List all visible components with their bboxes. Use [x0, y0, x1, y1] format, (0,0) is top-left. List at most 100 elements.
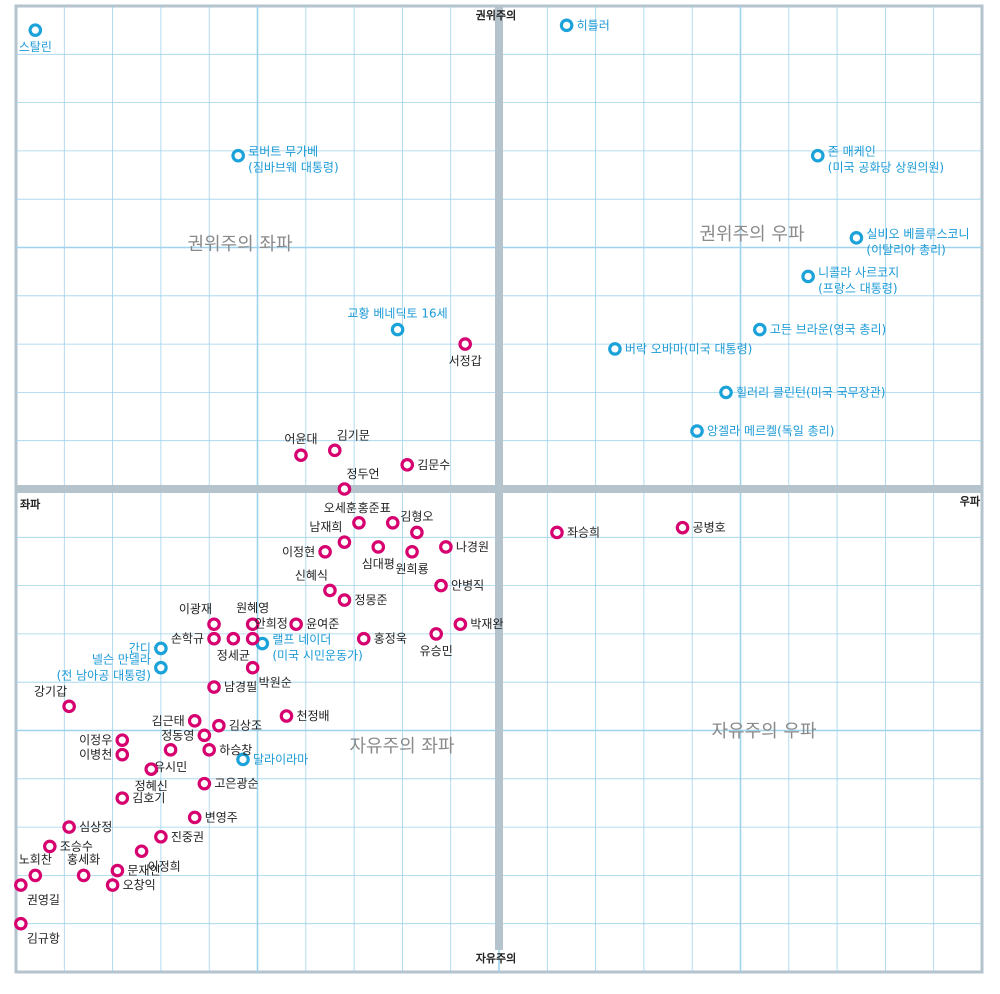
quadrant-label-authoritarian-right: 권위주의 우파	[699, 224, 805, 245]
point-label: 나경원	[456, 540, 489, 554]
point-marker	[337, 535, 352, 549]
point-label: 힐러리 클린턴(미국 국무장관)	[736, 385, 885, 399]
point-marker	[14, 916, 28, 931]
point-label: 남경필	[224, 680, 257, 694]
point-label: 김호기	[132, 791, 165, 805]
politician-point: 오창익	[105, 878, 156, 892]
point-marker	[212, 718, 226, 733]
point-marker	[458, 337, 472, 351]
politician-point: 공병호	[675, 520, 726, 535]
point-marker	[352, 516, 366, 530]
quadrant-labels: 권위주의 좌파 권위주의 우파 자유주의 좌파 자유주의 우파	[187, 224, 817, 757]
point-label: 홍준표	[358, 501, 391, 515]
point-label: 변영주	[205, 810, 238, 824]
point-label: 노회찬	[19, 851, 52, 866]
point-label: (프랑스 대통령)	[818, 281, 897, 295]
point-label: 버락 오바마(미국 대통령)	[625, 342, 752, 356]
world-leader-point: 니콜라 사르코지 (프랑스 대통령)	[801, 265, 899, 295]
point-marker	[559, 18, 574, 33]
point-label: 달라이라마	[253, 752, 308, 766]
point-marker	[115, 791, 130, 805]
world-leader-point: 히틀러	[559, 18, 610, 33]
point-marker	[453, 617, 468, 632]
world-leader-point: 간디	[129, 641, 168, 655]
politician-point: 김기문	[327, 428, 370, 458]
point-marker	[279, 709, 294, 723]
point-label: 손학규	[171, 632, 204, 646]
point-marker	[801, 269, 815, 284]
politician-point: 정두언	[337, 467, 380, 496]
point-label: 스탈린	[19, 40, 52, 54]
point-marker	[385, 516, 400, 530]
point-label: 박재완	[470, 617, 503, 631]
point-label: 넬슨 만델라	[92, 653, 151, 667]
point-label: 진중권	[171, 830, 204, 844]
point-marker	[207, 617, 221, 632]
point-marker	[144, 762, 159, 776]
point-label: 정혜신	[135, 779, 168, 793]
point-marker	[410, 525, 424, 540]
point-label: 남재희	[309, 520, 342, 534]
point-marker	[550, 525, 564, 540]
point-label: 김기문	[337, 428, 370, 442]
politician-point: 손학규	[171, 632, 221, 646]
politician-point: 이정희	[134, 844, 181, 873]
point-label: 앙겔라 메르켈(독일 총리)	[707, 424, 834, 438]
politician-point: 정세균	[217, 631, 250, 663]
point-label: 안희정	[255, 617, 288, 631]
politician-point: 홍세화	[67, 852, 100, 883]
politician-point: 원희룡	[395, 544, 429, 576]
point-marker	[43, 839, 57, 854]
point-label: 하승창	[219, 743, 252, 757]
politician-point: 윤여준	[289, 617, 339, 632]
point-marker	[405, 544, 419, 559]
point-label: 서정갑	[449, 354, 482, 368]
politician-point: 하승창	[202, 743, 252, 757]
point-label: 어윤대	[284, 432, 317, 446]
politician-point: 변영주	[187, 810, 238, 824]
point-label: 조승수	[60, 839, 93, 853]
world-leader-point: 고든 브라운(영국 총리)	[753, 322, 886, 337]
politician-point: 이광재	[179, 602, 221, 632]
quadrant-label-libertarian-left: 자유주의 좌파	[349, 736, 455, 757]
politician-point: 남경필	[207, 680, 257, 694]
point-marker	[207, 680, 221, 694]
point-marker	[327, 443, 342, 458]
point-label: (짐바브웨 대통령)	[248, 161, 338, 175]
point-marker	[608, 342, 622, 356]
point-marker	[675, 520, 690, 535]
point-label: 고은광순	[214, 777, 258, 791]
point-label: 이정현	[282, 545, 315, 559]
point-marker	[187, 714, 202, 728]
politician-point: 남재희	[309, 520, 352, 549]
point-marker	[197, 728, 212, 743]
point-marker	[202, 743, 216, 757]
world-leader-point: 랠프 네이더 (미국 시민운동가)	[255, 633, 363, 663]
politician-point: 서정갑	[449, 337, 482, 368]
point-label: 유승민	[420, 644, 453, 658]
point-label: 이정희	[148, 859, 181, 873]
point-marker	[337, 593, 352, 607]
point-marker	[390, 322, 405, 337]
point-marker	[134, 844, 149, 859]
point-label: 오창익	[123, 878, 156, 892]
point-marker	[337, 482, 352, 496]
point-marker	[810, 148, 825, 163]
point-label: (미국 시민운동가)	[272, 649, 362, 663]
axis-labels: 권위주의 자유주의 좌파 우파	[20, 8, 981, 965]
point-label: 김형오	[400, 509, 433, 523]
point-label: 간디	[129, 641, 151, 655]
point-marker	[76, 868, 91, 883]
point-marker	[245, 660, 260, 675]
point-marker	[289, 617, 303, 632]
quadrant-label-authoritarian-left: 권위주의 좌파	[187, 234, 293, 255]
point-marker	[318, 544, 332, 559]
politician-point: 고은광순	[197, 776, 259, 791]
point-label: 윤여준	[306, 617, 339, 631]
point-marker	[753, 322, 767, 337]
point-marker	[245, 617, 260, 632]
politician-point: 안희정	[245, 617, 288, 646]
point-marker	[197, 776, 212, 791]
point-label: 이병천	[79, 747, 112, 762]
point-label: 김규항	[27, 932, 60, 946]
